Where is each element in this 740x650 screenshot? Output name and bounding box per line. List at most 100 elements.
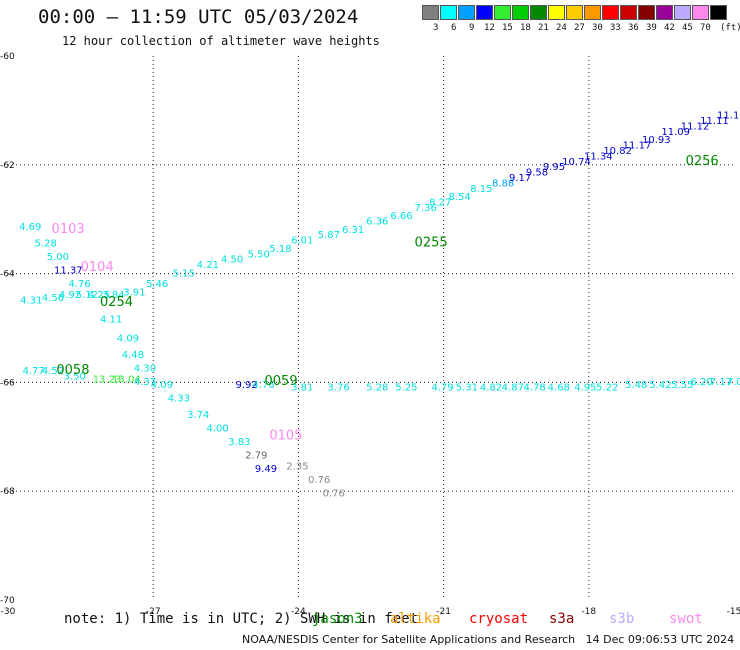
swh-value-label: 8.54: [448, 192, 470, 203]
pass-time-label: 0256: [686, 154, 719, 169]
legend-label: 15: [502, 23, 513, 33]
legend-label: 33: [610, 23, 621, 33]
swh-value-label: 4.76: [69, 279, 91, 290]
swh-value-label: 4.92: [59, 290, 81, 301]
swh-value-label: 3.76: [327, 383, 349, 394]
legend-label: 27: [574, 23, 585, 33]
x-tick-label: -30: [1, 607, 16, 617]
swh-value-label: 4.50: [221, 255, 243, 266]
swh-value-label: 5.46: [146, 279, 168, 290]
pass-time-label: 0059: [265, 374, 298, 389]
chart-subtitle: 12 hour collection of altimeter wave hei…: [62, 34, 380, 48]
legend-label: 6: [451, 23, 457, 33]
swh-value-label: 4.09: [151, 380, 173, 391]
swh-value-label: 13.23: [93, 374, 122, 385]
legend-swatch: [548, 5, 565, 20]
legend-swatch: [566, 5, 583, 20]
swh-value-label: 4.69: [19, 222, 41, 233]
pass-time-label: 0255: [415, 235, 448, 250]
swh-value-label: 4.31: [20, 296, 42, 307]
pass-time-label: 0058: [56, 363, 89, 378]
pass-time-label: 0105: [269, 429, 302, 444]
swh-value-label: 5.22: [596, 383, 618, 394]
mission-legend: jason3 altika cryosat s3a s3b swot: [0, 611, 740, 629]
note-text: note: 1) Time is in UTC; 2) SWH is in fe…: [64, 611, 419, 627]
legend-label: 9: [469, 23, 475, 33]
tick-layer: -30 -27 -24 -21 -18 -15 -60 -62 -64 -66 -68 -70: [0, 52, 740, 617]
y-tick-label: -68: [0, 487, 15, 497]
swh-value-label: 11.12: [681, 121, 710, 132]
swh-value-label: 3.83: [228, 437, 250, 448]
swh-value-label: 4.56: [42, 293, 64, 304]
swh-value-label: 5.12: [76, 290, 98, 301]
legend-label: 36: [628, 23, 639, 33]
chart-title: 00:00 – 11:59 UTC 05/03/2024: [38, 6, 359, 28]
swh-value-label: 9.58: [526, 168, 548, 179]
mission-label: s3a: [549, 611, 575, 627]
swh-value-label: 4.68: [548, 383, 570, 394]
swh-value-label: 4.30: [134, 364, 156, 375]
y-tick-label: -60: [0, 52, 15, 62]
swh-value-label: 4.11: [100, 315, 122, 326]
swh-value-label: 9.49: [255, 464, 277, 475]
legend-unit: (ft): [720, 23, 740, 33]
legend-swatch: [584, 5, 601, 20]
point-layer: 4.695.285.0011.374.765.124.253.843.914.1…: [19, 111, 740, 500]
swh-value-label: 10.82: [603, 146, 632, 157]
legend-label: 12: [484, 23, 495, 33]
x-tick-label: -21: [436, 607, 451, 617]
x-tick-label: -18: [581, 607, 596, 617]
swh-value-label: 4.78: [523, 383, 545, 394]
swh-value-label: 6.01: [291, 236, 313, 247]
legend-swatch: [422, 5, 439, 20]
swh-value-label: 5.50: [248, 249, 270, 260]
legend-label: 3: [433, 23, 439, 33]
swh-value-label: 11.09: [661, 127, 690, 138]
mission-label: cryosat: [469, 611, 529, 627]
mission-label: swot: [669, 611, 703, 627]
swh-value-label: 13.04: [112, 374, 141, 385]
x-tick-label: -15: [727, 607, 740, 617]
swh-value-label: 4.21: [197, 260, 219, 271]
swh-value-label: 3.50: [64, 372, 86, 383]
swh-value-label: 2.79: [245, 451, 267, 462]
swh-value-label: 11.11: [700, 116, 729, 127]
swh-value-label: 9.92: [235, 380, 257, 391]
swh-value-label: 10.74: [562, 157, 591, 168]
footer-credit: NOAA/NESDIS Center for Satellite Applica…: [242, 633, 735, 646]
swh-value-label: 4.52: [42, 366, 64, 377]
swh-value-label: 5.15: [173, 268, 195, 279]
swh-value-label: 5.48: [625, 380, 647, 391]
swh-value-label: 4.87: [502, 383, 524, 394]
legend-label: 30: [592, 23, 603, 33]
legend-swatch: [674, 5, 691, 20]
swh-value-label: 6.20: [690, 377, 712, 388]
pass-time-label: 0103: [52, 222, 85, 237]
swh-value-label: 4.79: [432, 383, 454, 394]
legend-swatch: [656, 5, 673, 20]
x-tick-label: -24: [291, 607, 306, 617]
swh-value-label: 7.00: [727, 377, 740, 388]
swh-value-label: 4.09: [117, 334, 139, 345]
pass-time-label: 0104: [81, 260, 114, 275]
swh-value-label: 8.15: [470, 184, 492, 195]
y-tick-label: -66: [0, 378, 15, 388]
legend-swatch: [710, 5, 727, 20]
grid-layer: [8, 56, 734, 600]
legend-swatch: [458, 5, 475, 20]
legend-label: 42: [664, 23, 675, 33]
pass-label-layer: 0103 0104 0254 0058 0059 0105 0255 0256: [52, 154, 719, 444]
legend-label: 21: [538, 23, 549, 33]
swh-value-label: 4.82: [480, 383, 502, 394]
swh-value-label: 7.36: [415, 203, 437, 214]
swh-value-label: 4.37: [134, 377, 156, 388]
swh-value-label: 0.76: [323, 489, 345, 500]
swh-value-label: 4.48: [122, 350, 144, 361]
swh-value-label: 6.36: [366, 217, 388, 228]
swh-value-label: 0.76: [308, 475, 330, 486]
y-tick-label: -70: [0, 596, 15, 606]
legend-swatch: [638, 5, 655, 20]
legend-swatch: [476, 5, 493, 20]
y-tick-label: -62: [0, 161, 15, 171]
